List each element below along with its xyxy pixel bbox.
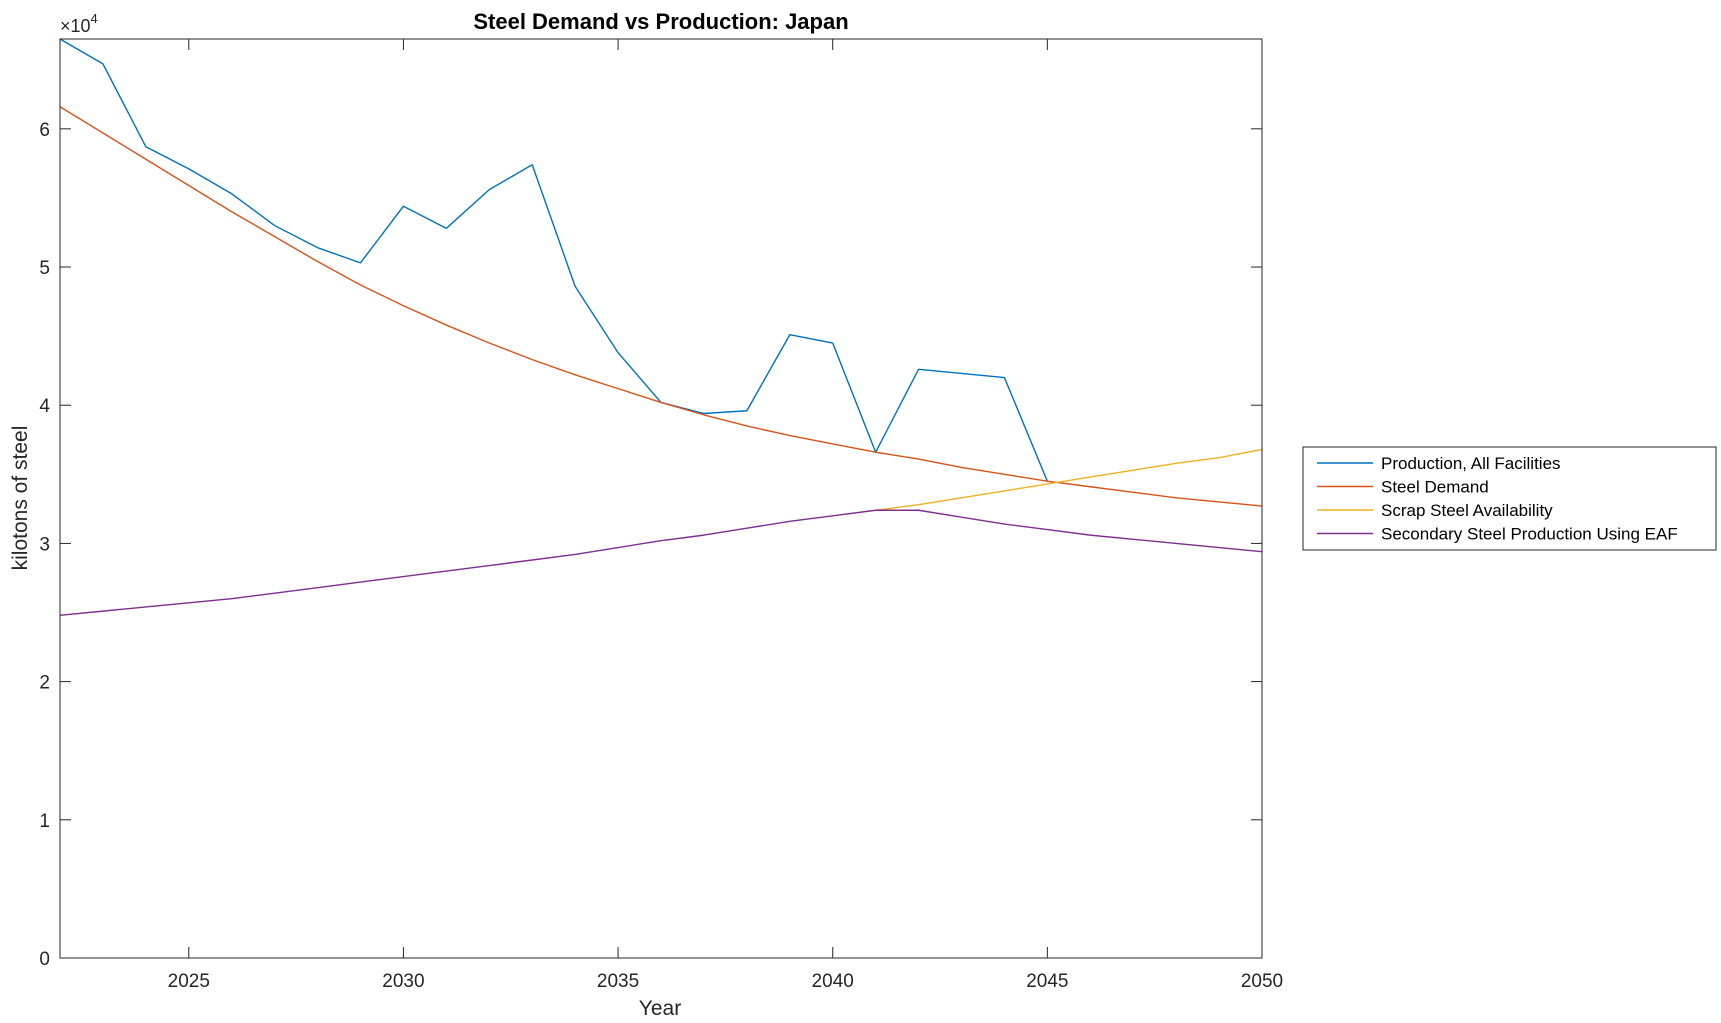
plot-frame bbox=[59, 38, 1263, 959]
legend-label: Steel Demand bbox=[1381, 478, 1489, 497]
x-tick-label: 2025 bbox=[168, 971, 210, 992]
x-tick-label: 2045 bbox=[1026, 971, 1068, 992]
y-axis-label: kilotons of steel bbox=[9, 426, 32, 571]
x-tick-label: 2040 bbox=[812, 971, 854, 992]
y-multiplier-exponent: 4 bbox=[91, 11, 98, 26]
legend-item: Scrap Steel Availability bbox=[1317, 501, 1553, 520]
axes bbox=[59, 38, 1263, 959]
y-multiplier-base: ×10 bbox=[60, 16, 91, 36]
x-tick-label: 2030 bbox=[382, 971, 424, 992]
x-axis-label: Year bbox=[639, 997, 681, 1020]
y-tick-label: 4 bbox=[39, 396, 50, 417]
y-tick-label: 5 bbox=[39, 258, 50, 279]
series-layer bbox=[59, 38, 1263, 616]
y-tick-label: 3 bbox=[39, 534, 50, 555]
y-tick-label: 1 bbox=[39, 811, 50, 832]
legend-label: Scrap Steel Availability bbox=[1381, 501, 1553, 520]
legend-item: Secondary Steel Production Using EAF bbox=[1317, 525, 1678, 544]
series-line-3 bbox=[875, 448, 1263, 511]
y-tick-label: 0 bbox=[39, 949, 50, 970]
y-axis-multiplier: ×104 bbox=[60, 11, 98, 36]
y-tick-label: 2 bbox=[39, 673, 50, 694]
ticks: 2025 2030 2035 2040 2045 2050 0 1 2 3 4 5 6 bbox=[39, 39, 1283, 992]
chart-title: Steel Demand vs Production: Japan bbox=[473, 9, 848, 34]
legend: Production, All Facilities Steel Demand Sc… bbox=[1302, 446, 1717, 551]
x-tick-label: 2050 bbox=[1241, 971, 1283, 992]
legend-item: Steel Demand bbox=[1317, 478, 1489, 497]
svg-text:×104: ×104 bbox=[60, 11, 98, 36]
legend-item: Production, All Facilities bbox=[1317, 454, 1561, 473]
x-tick-label: 2035 bbox=[597, 971, 639, 992]
legend-label: Production, All Facilities bbox=[1381, 454, 1561, 473]
series-line-1 bbox=[59, 38, 1049, 482]
legend-label: Secondary Steel Production Using EAF bbox=[1381, 525, 1678, 544]
y-tick-label: 6 bbox=[39, 120, 50, 141]
series-line-4 bbox=[59, 509, 1263, 616]
series-line-2 bbox=[59, 106, 1263, 507]
